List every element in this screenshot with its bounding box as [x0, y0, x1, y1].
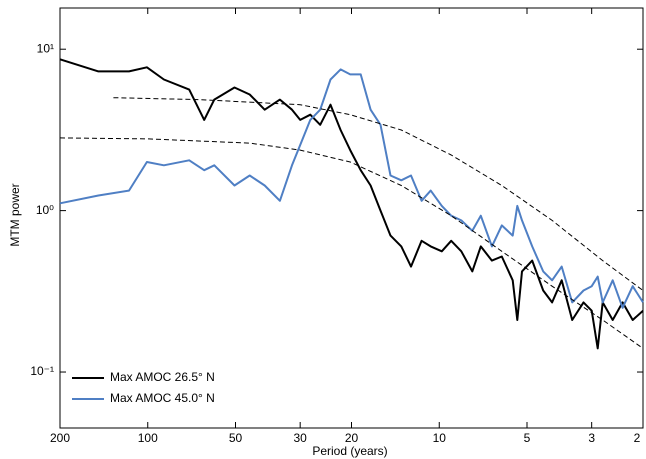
dashed-curve [113, 97, 644, 291]
dashed-curve [59, 137, 644, 349]
x-tick-label: 100 [138, 431, 158, 445]
y-tick-label: 10⁰ [36, 203, 54, 217]
x-tick-label: 200 [50, 431, 70, 445]
y-tick-label: 10¹ [37, 41, 54, 55]
x-axis-label: Period (years) [312, 444, 387, 458]
legend-label: Max AMOC 45.0° N [110, 391, 215, 405]
x-tick-label: 30 [293, 431, 307, 445]
series-line [59, 68, 644, 309]
legend-label: Max AMOC 26.5° N [110, 370, 215, 384]
x-tick-label: 20 [345, 431, 359, 445]
x-tick-label: 50 [229, 431, 243, 445]
x-tick-label: 3 [588, 431, 595, 445]
x-tick-label: 5 [524, 431, 531, 445]
plot-frame [59, 7, 644, 429]
x-tick-label: 10 [433, 431, 447, 445]
y-tick-label: 10⁻¹ [30, 364, 54, 378]
x-tick-label: 2 [634, 431, 641, 445]
series-line [59, 58, 644, 350]
y-axis-label: MTM power [8, 183, 22, 246]
